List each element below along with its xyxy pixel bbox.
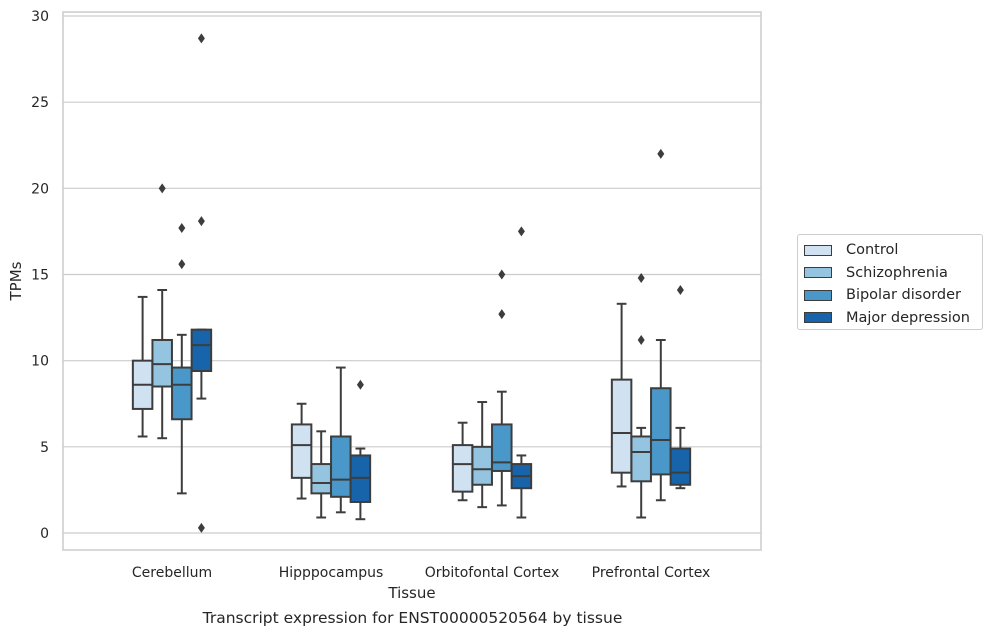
legend-item: Schizophrenia [798,262,982,285]
outlier-point [158,183,166,194]
box-group [491,269,513,507]
outlier-point [637,272,645,283]
y-tick-label: 30 [31,9,49,25]
box-group [171,222,193,495]
box [491,423,513,472]
outlier-point [637,334,645,345]
legend-swatch [804,312,832,324]
y-tick-label: 25 [31,95,49,111]
box-group [471,401,493,509]
x-axis-title: Tissue [387,584,435,602]
box-group [330,366,352,514]
box-group [290,402,313,500]
box-group [630,272,652,519]
box-group [131,295,154,438]
box [451,444,474,493]
box-group [190,33,213,533]
outlier-point [657,148,665,159]
box-group [610,302,633,488]
y-tick-labels: 0 5 10 15 20 25 30 [31,9,49,542]
box [650,387,672,476]
box-group [650,148,672,502]
box-group [349,379,372,521]
outlier-point [498,309,506,320]
legend-swatch [804,289,832,301]
box-group [510,226,533,519]
series-major-depression [190,33,692,533]
box [190,328,213,373]
y-tick-label: 15 [31,268,49,284]
legend: Control Schizophrenia Bipolar disorder Majo… [797,234,983,330]
x-tick-label: Cerebellum [132,565,212,581]
legend-swatch [804,267,832,279]
legend-item: Control [798,239,982,262]
series-control [131,295,633,502]
box-group [669,285,692,490]
box-group [310,430,332,519]
outlier-point [356,379,364,390]
y-tick-label: 0 [40,526,49,542]
grid-lines [63,15,761,534]
plot-area-frame [62,11,762,551]
box-group [151,183,173,440]
box [290,423,313,479]
y-tick-label: 20 [31,181,49,197]
box [330,435,352,498]
x-tick-label: Prefrontal Cortex [592,565,711,581]
y-tick-label: 5 [40,440,49,456]
legend-label: Control [846,242,899,259]
outlier-point [498,269,506,280]
outlier-point [676,285,684,296]
y-axis-title: TPMs [7,261,25,301]
legend-item: Major depression [798,307,982,330]
box [471,445,493,486]
outlier-point [178,259,186,270]
box-group [451,421,474,502]
box [310,463,332,495]
box [610,378,633,474]
box [171,366,193,421]
boxes-layer [131,33,692,533]
series-schizophrenia [151,183,652,519]
x-tick-label: Orbitofontal Cortex [425,565,560,581]
series-bipolar-disorder [171,148,672,514]
legend-label: Schizophrenia [846,264,948,281]
box [669,447,692,486]
legend-swatch [804,244,832,256]
x-tick-labels: Cerebellum Hipppocampus Orbitofontal Corte… [132,565,710,581]
outlier-point [197,216,205,227]
chart-caption: Transcript expression for ENST0000052056… [202,609,623,627]
box [630,435,652,483]
legend-item: Bipolar disorder [798,284,982,307]
outlier-point [197,33,205,44]
x-tick-label: Hipppocampus [279,565,384,581]
outlier-point [197,522,205,533]
legend-label: Bipolar disorder [846,287,961,304]
y-tick-label: 10 [31,354,49,370]
outlier-point [178,222,186,233]
legend-label: Major depression [846,309,970,326]
outlier-point [517,226,525,237]
